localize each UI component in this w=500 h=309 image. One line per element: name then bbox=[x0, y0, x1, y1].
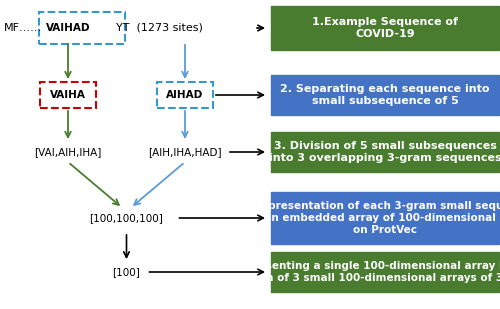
FancyBboxPatch shape bbox=[271, 75, 499, 115]
Text: MF……: MF…… bbox=[4, 23, 42, 33]
Text: [100]: [100] bbox=[112, 267, 140, 277]
FancyBboxPatch shape bbox=[271, 6, 499, 50]
FancyBboxPatch shape bbox=[271, 132, 499, 172]
FancyBboxPatch shape bbox=[40, 15, 96, 41]
Text: YT  (1273 sites): YT (1273 sites) bbox=[116, 23, 203, 33]
Text: 3. Division of 5 small subsequences
into 3 overlapping 3-gram sequences: 3. Division of 5 small subsequences into… bbox=[268, 141, 500, 163]
Text: AIHAD: AIHAD bbox=[166, 90, 203, 100]
Text: 2. Separating each sequence into
small subsequence of 5: 2. Separating each sequence into small s… bbox=[280, 84, 490, 106]
FancyBboxPatch shape bbox=[271, 192, 499, 244]
Text: 4. Representation of each 3-gram small sequence
with an embedded array of 100-di: 4. Representation of each 3-gram small s… bbox=[235, 201, 500, 235]
Text: VAIHAD: VAIHAD bbox=[46, 23, 90, 33]
Text: VAIHA: VAIHA bbox=[50, 90, 86, 100]
Text: [100,100,100]: [100,100,100] bbox=[90, 213, 164, 223]
FancyBboxPatch shape bbox=[40, 82, 96, 108]
FancyBboxPatch shape bbox=[39, 12, 125, 44]
FancyBboxPatch shape bbox=[271, 252, 499, 292]
FancyBboxPatch shape bbox=[157, 82, 213, 108]
Text: 1.Example Sequence of
COVID-19: 1.Example Sequence of COVID-19 bbox=[312, 17, 458, 39]
Text: 5. Representing a single 100-dimensional array by taking
the sum of 3 small 100-: 5. Representing a single 100-dimensional… bbox=[216, 261, 500, 283]
Text: [AIH,IHA,HAD]: [AIH,IHA,HAD] bbox=[148, 147, 222, 157]
Text: [VAI,AIH,IHA]: [VAI,AIH,IHA] bbox=[34, 147, 102, 157]
